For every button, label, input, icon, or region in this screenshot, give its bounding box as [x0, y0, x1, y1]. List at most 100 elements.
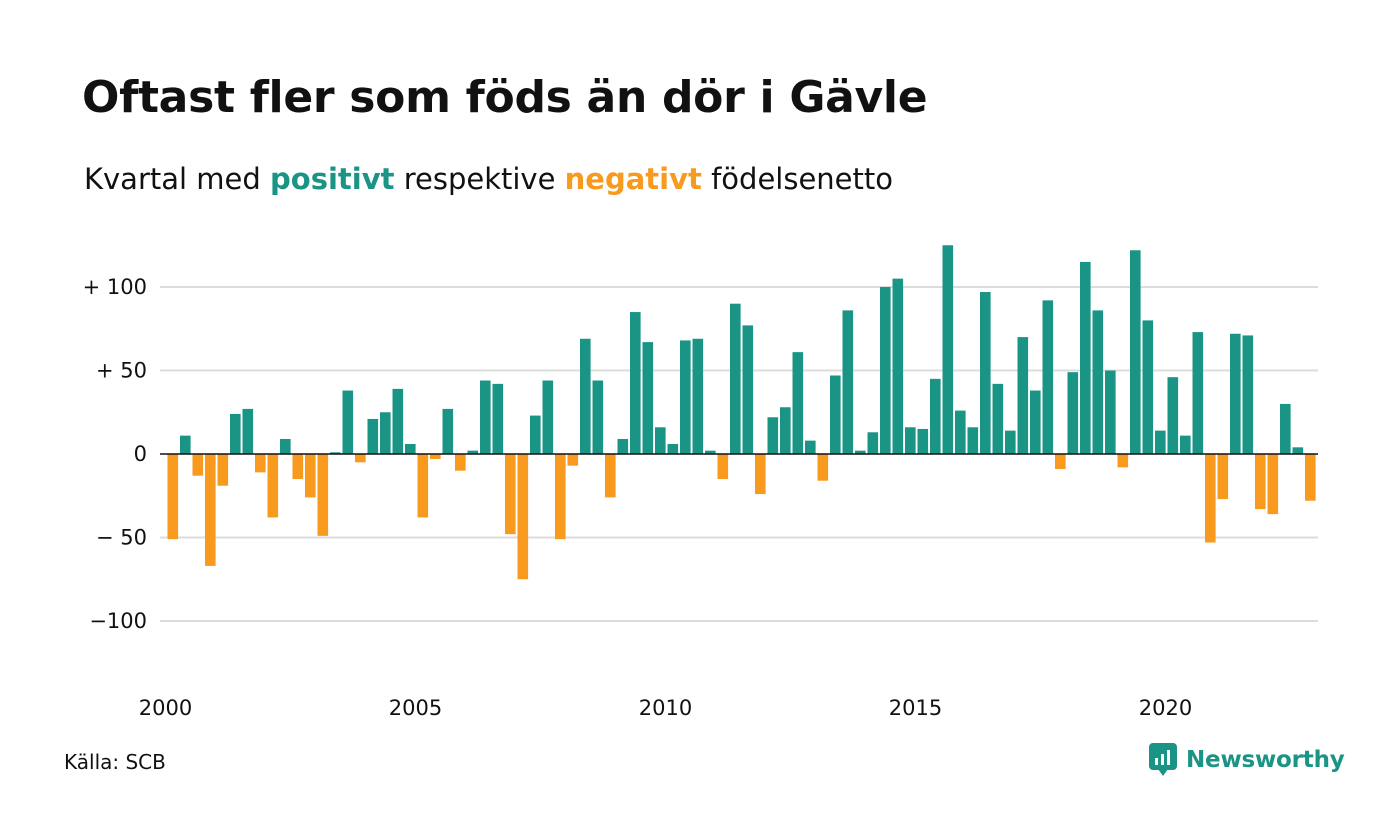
bar-negative [555, 454, 566, 540]
bar-positive [905, 427, 916, 454]
bar-negative [817, 454, 829, 481]
bar-positive [680, 340, 691, 454]
bar-negative [255, 454, 266, 473]
chart-title: Oftast fler som föds än dör i Gävle [82, 72, 928, 123]
bar-negative [217, 454, 229, 486]
source-note: Källa: SCB [64, 750, 166, 774]
axis-labels: + 100 + 50 0 − 50 −100 2000 2005 2010 2015 2020 [83, 275, 1193, 720]
bar-positive [467, 450, 479, 454]
y-tick-label: −100 [89, 609, 147, 633]
bar-negative [717, 454, 729, 480]
subtitle-negative-label: negativt [564, 162, 702, 196]
bar-positive [867, 432, 879, 454]
bar-positive [742, 325, 754, 454]
subtitle-after: födelsenetto [711, 162, 893, 196]
bar-positive [780, 407, 791, 454]
bar-negative [167, 454, 179, 540]
bar-positive [942, 245, 954, 454]
bar-positive [492, 383, 504, 454]
bar-positive [180, 435, 191, 454]
bar-positive [630, 312, 641, 454]
bar-negative [1205, 454, 1216, 543]
bar-negative [1305, 454, 1316, 501]
bar-positive [542, 380, 554, 454]
bar-positive [1092, 310, 1104, 454]
bars [160, 245, 1318, 580]
bar-positive [842, 310, 854, 454]
bar-positive [667, 443, 679, 454]
bar-positive [380, 412, 391, 454]
bar-positive [1080, 261, 1091, 454]
bar-negative [292, 454, 304, 480]
subtitle-positive-label: positivt [270, 162, 395, 196]
bar-positive [1292, 447, 1304, 454]
bar-positive [955, 410, 966, 454]
subtitle-middle: respektive [403, 162, 556, 196]
bar-positive [692, 338, 704, 454]
y-tick-label: + 100 [83, 275, 147, 299]
y-tick-label: 0 [134, 442, 147, 466]
bar-positive [405, 443, 416, 454]
bar-positive [705, 450, 716, 454]
x-tick-label: 2015 [889, 696, 942, 720]
bar-positive [1030, 390, 1041, 454]
bar-positive [1105, 370, 1116, 454]
bar-positive [592, 380, 604, 454]
bar-positive [1155, 430, 1166, 454]
bar-positive [1067, 372, 1079, 454]
y-tick-label: + 50 [96, 359, 147, 383]
bar-positive [1130, 250, 1141, 454]
bar-negative [205, 454, 216, 566]
bar-positive [655, 427, 666, 454]
bar-positive [1167, 377, 1179, 454]
bar-positive [805, 440, 816, 454]
brand-logo: Newsworthy [1148, 742, 1345, 778]
bar-positive [1192, 332, 1204, 454]
bar-positive [242, 408, 254, 454]
bar-negative [430, 454, 441, 460]
bar-positive [1242, 335, 1254, 454]
bar-positive [992, 383, 1004, 454]
bar-positive [230, 413, 241, 454]
chart-subtitle: Kvartal med positivt respektive negativt… [84, 162, 893, 196]
bar-positive [1042, 300, 1054, 454]
bar-positive [930, 378, 941, 454]
bar-positive [880, 287, 891, 454]
bar-positive [342, 390, 354, 454]
bar-negative [567, 454, 579, 466]
bar-positive [1005, 430, 1016, 454]
bar-negative [505, 454, 516, 535]
bar-positive [730, 303, 741, 454]
bar-positive [480, 380, 491, 454]
bar-negative [317, 454, 329, 536]
newsworthy-icon [1149, 743, 1177, 776]
x-tick-label: 2000 [139, 696, 192, 720]
bar-negative [1255, 454, 1266, 510]
x-tick-label: 2010 [639, 696, 692, 720]
bar-negative [517, 454, 529, 580]
x-tick-label: 2005 [389, 696, 442, 720]
bar-negative [1267, 454, 1279, 515]
bar-positive [1280, 403, 1291, 454]
bar-negative [1217, 454, 1229, 500]
bar-positive [767, 417, 779, 454]
bar-positive [1017, 337, 1029, 454]
bar-positive [855, 450, 866, 454]
bar-positive [530, 415, 541, 454]
subtitle-before: Kvartal med [84, 162, 261, 196]
bar-negative [192, 454, 204, 476]
bar-positive [917, 428, 929, 454]
bar-positive [580, 338, 591, 454]
bar-negative [267, 454, 279, 518]
bar-positive [792, 352, 804, 454]
bar-negative [305, 454, 316, 498]
bar-positive [367, 418, 379, 454]
bar-negative [455, 454, 466, 471]
brand-name: Newsworthy [1186, 747, 1345, 773]
x-tick-label: 2020 [1139, 696, 1192, 720]
y-tick-label: − 50 [96, 526, 147, 550]
bar-negative [605, 454, 616, 498]
bar-positive [967, 427, 979, 454]
bar-negative [755, 454, 766, 495]
